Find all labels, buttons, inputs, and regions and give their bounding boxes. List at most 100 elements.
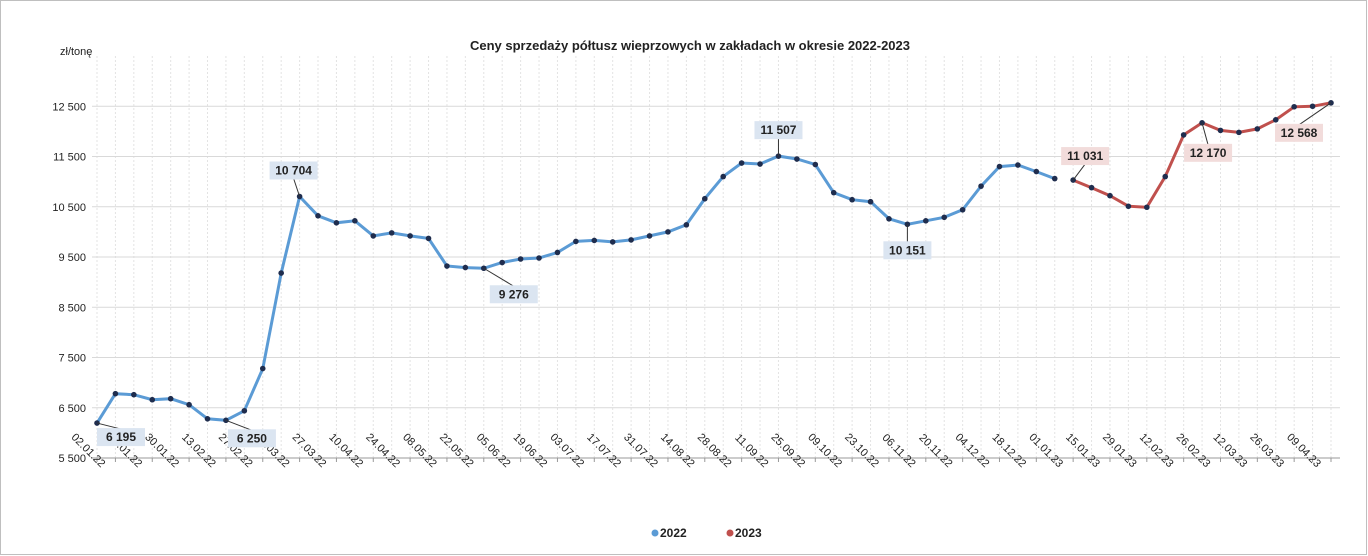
data-point (204, 416, 211, 422)
legend-marker (651, 529, 659, 537)
data-point (536, 255, 542, 261)
data-point (462, 264, 469, 271)
y-tick-label: 8 500 (58, 302, 86, 314)
data-label: 9 276 (499, 287, 529, 301)
data-point (149, 396, 156, 403)
data-point (1088, 184, 1095, 191)
label-box (227, 429, 276, 448)
data-point (407, 233, 413, 239)
data-point (1107, 192, 1113, 199)
data-point (186, 401, 192, 408)
label-box (269, 161, 318, 180)
data-point (794, 156, 800, 162)
y-tick-label: 11 500 (53, 152, 86, 164)
data-point (886, 216, 892, 222)
data-point (1272, 117, 1279, 123)
data-point (444, 263, 450, 269)
data-point (1033, 168, 1040, 175)
data-point (1291, 103, 1297, 110)
legend-label: 2022 (660, 526, 687, 540)
label-box (489, 285, 538, 304)
data-point (959, 206, 966, 213)
data-point (1144, 204, 1150, 211)
data-point (757, 161, 763, 167)
label-box (1061, 147, 1110, 166)
data-label: 12 170 (1190, 146, 1227, 160)
label-box (754, 121, 803, 140)
data-point (1236, 129, 1242, 136)
data-point (1199, 120, 1205, 126)
data-point (315, 212, 321, 219)
data-point (167, 395, 174, 402)
label-box (1184, 143, 1233, 162)
data-point (609, 239, 616, 245)
data-label: 12 568 (1281, 126, 1318, 140)
data-point (738, 160, 745, 166)
y-tick-label: 6 500 (58, 403, 86, 415)
data-label: 10 704 (275, 163, 312, 177)
data-point (370, 233, 377, 239)
data-point (812, 161, 819, 168)
data-point (683, 222, 690, 228)
data-point (941, 214, 948, 221)
data-point (830, 189, 837, 196)
data-point (259, 365, 266, 372)
data-point (573, 238, 579, 245)
data-label: 6 250 (237, 431, 267, 445)
legend-marker (726, 529, 734, 537)
data-label: 11 031 (1067, 149, 1103, 163)
data-point (112, 390, 119, 397)
data-point (425, 235, 432, 242)
data-point (1328, 100, 1334, 106)
data-point (517, 256, 524, 262)
y-tick-label: 9 500 (58, 252, 86, 264)
y-tick-label: 5 500 (58, 453, 86, 465)
data-label: 6 195 (106, 430, 136, 444)
data-point (1309, 103, 1316, 110)
y-axis-label: zł/tonę (60, 46, 92, 58)
data-point (131, 391, 137, 398)
data-point (665, 229, 671, 235)
leader-line (483, 267, 515, 287)
leader-line (1298, 102, 1332, 126)
leader-line (1201, 122, 1209, 145)
leader-line (1072, 163, 1086, 181)
data-point (1180, 132, 1187, 138)
y-tick-label: 10 500 (52, 202, 86, 214)
leader-line (225, 419, 253, 431)
label-box (883, 241, 932, 260)
data-point (978, 183, 984, 189)
data-point (554, 249, 561, 256)
data-point (1015, 162, 1021, 168)
data-point (499, 259, 505, 266)
data-point (296, 193, 303, 200)
label-box (97, 428, 145, 447)
data-point (333, 220, 340, 226)
data-point (1162, 173, 1169, 180)
data-point (701, 195, 708, 202)
data-point (591, 237, 598, 244)
legend-label: 2023 (735, 526, 762, 540)
data-point (646, 233, 653, 239)
data-point (849, 196, 855, 203)
data-point (1217, 127, 1224, 134)
chart-title: Ceny sprzedaży półtusz wieprzowych w zak… (470, 38, 910, 53)
data-point (867, 198, 874, 205)
data-point (352, 218, 358, 224)
data-point (1125, 203, 1132, 210)
data-point (996, 163, 1003, 170)
data-label: 11 507 (760, 123, 796, 137)
y-tick-label: 12 500 (52, 101, 86, 113)
data-point (923, 218, 929, 224)
y-tick-label: 7 500 (58, 353, 86, 365)
data-point (1254, 126, 1261, 132)
data-point (388, 230, 395, 236)
data-point (628, 237, 634, 243)
data-point (278, 270, 284, 276)
data-point (1051, 175, 1058, 182)
data-point (241, 407, 248, 414)
data-label: 10 151 (889, 243, 926, 257)
data-point (720, 173, 727, 180)
